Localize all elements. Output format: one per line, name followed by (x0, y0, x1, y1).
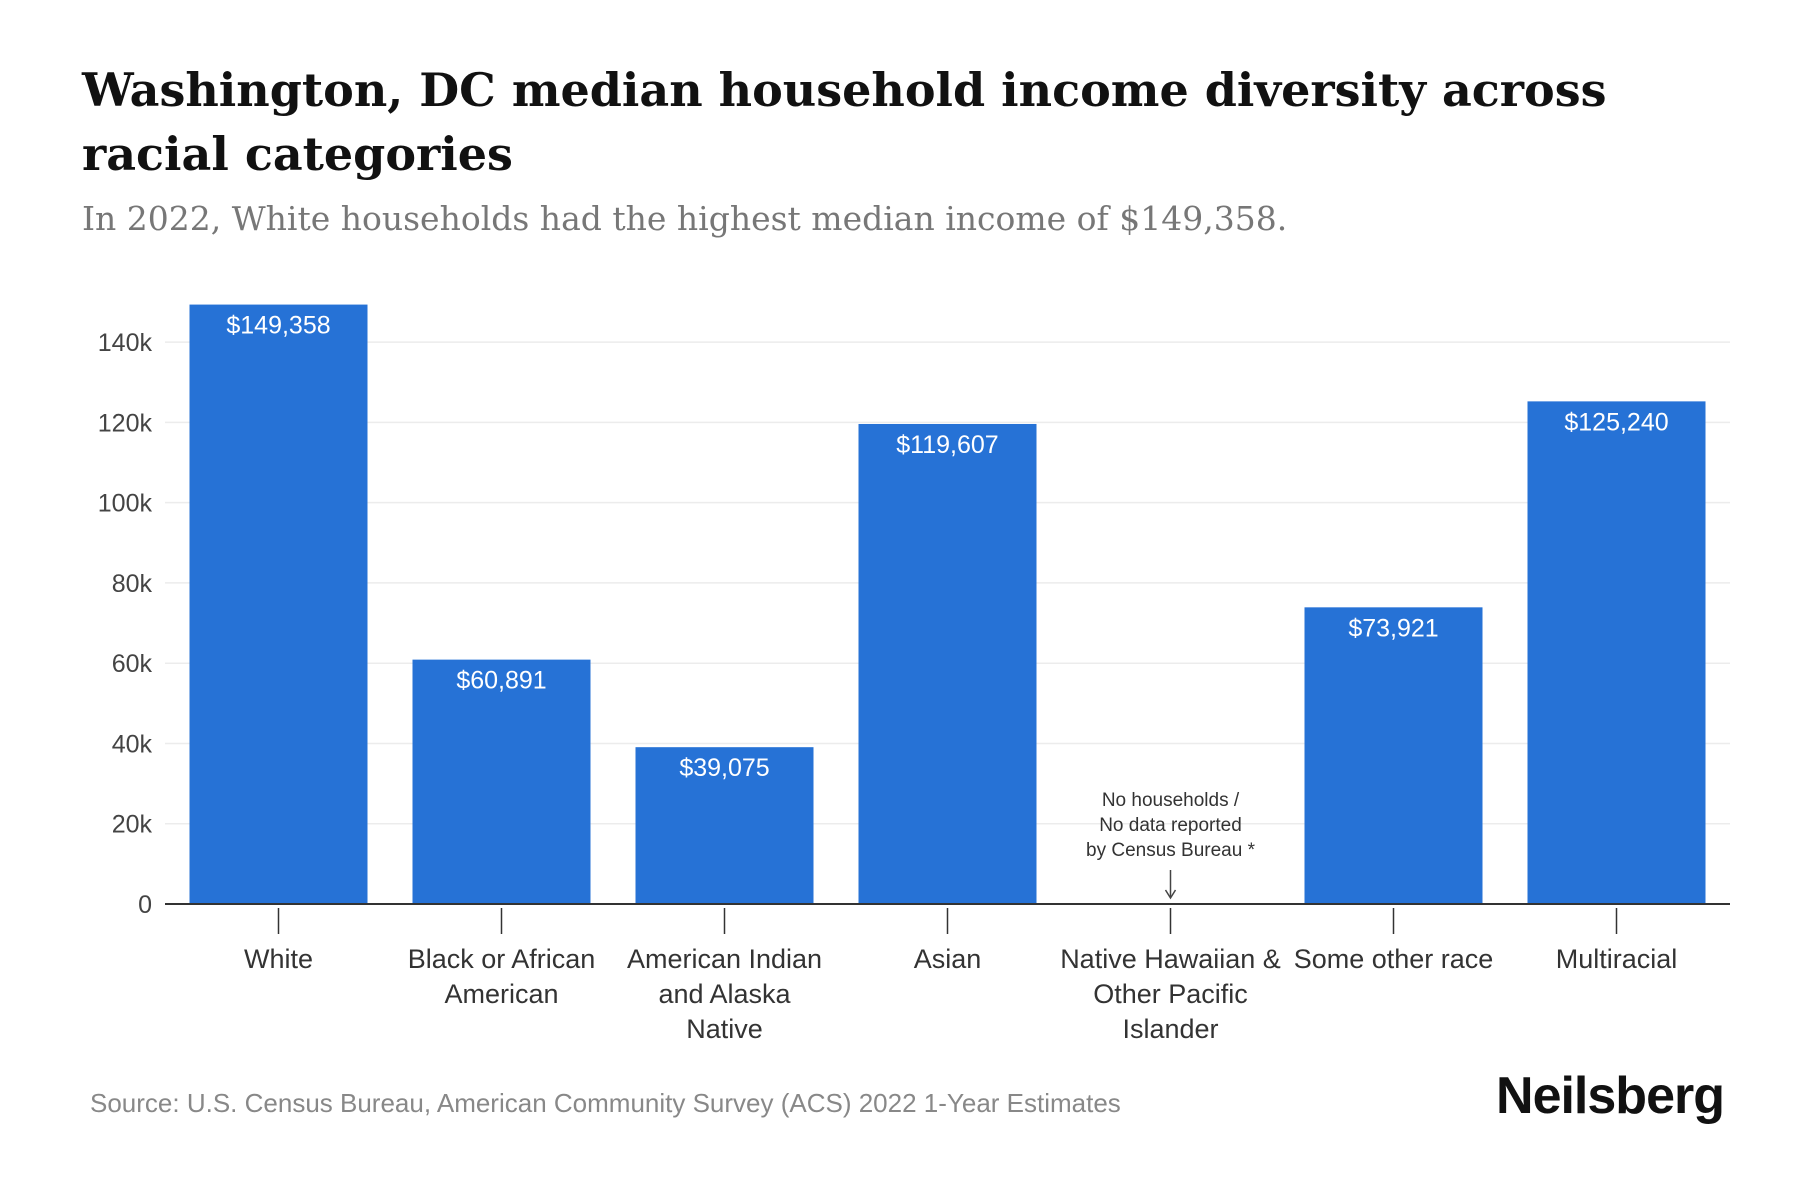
bar (635, 747, 814, 904)
bar-chart: 0 20k 40k 60k 80k 100k 120k 140k $149,358 White $6… (98, 304, 1730, 1044)
chart-title: Washington, DC median household income d… (82, 63, 1607, 181)
x-tick-label-line: Native Hawaiian & (1060, 944, 1281, 974)
data-label: $73,921 (1348, 614, 1438, 642)
x-tick-label: Native Hawaiian & Other Pacific Islander (1060, 944, 1281, 1044)
x-tick-label: Multiracial (1556, 944, 1678, 974)
bar (858, 423, 1037, 904)
data-label: $60,891 (456, 667, 546, 695)
annotation-line: No households / (1102, 790, 1240, 811)
data-label: $149,358 (226, 312, 330, 340)
annotation: No households / No data reported by Census… (1086, 790, 1256, 861)
bar (1527, 401, 1706, 904)
annotation-arrow-head (1164, 889, 1177, 900)
bar (1304, 607, 1483, 904)
y-tick-label: 60k (112, 650, 153, 678)
x-tick-label-line: American (444, 979, 558, 1009)
y-tick-label: 100k (98, 490, 153, 518)
y-tick-label: 40k (112, 730, 153, 758)
annotation-line: by Census Bureau * (1086, 840, 1256, 861)
data-label: $119,607 (896, 431, 998, 459)
bar (412, 659, 591, 904)
bar (189, 304, 368, 905)
annotation-line: No data reported (1099, 815, 1242, 836)
x-tick-label-line: Islander (1122, 1014, 1218, 1044)
x-tick-label-line: Black or African (408, 944, 596, 974)
x-tick-label: American Indian and Alaska Native (627, 944, 822, 1044)
y-tick-label: 80k (112, 570, 153, 598)
y-tick-label: 120k (98, 409, 153, 437)
y-tick-label: 20k (112, 811, 153, 839)
x-tick-label-line: Other Pacific (1093, 979, 1248, 1009)
x-tick-label-line: Native (686, 1014, 763, 1044)
x-tick-label-line: Multiracial (1556, 944, 1678, 974)
x-tick-label-line: White (244, 944, 313, 974)
y-tick-label: 140k (98, 329, 153, 357)
x-tick-label: Black or African American (408, 944, 596, 1009)
data-label: $125,240 (1564, 408, 1668, 436)
x-tick-label: Asian (914, 944, 982, 974)
brand-logo: Neilsberg (1496, 1067, 1725, 1125)
x-tick-label-line: American Indian (627, 944, 822, 974)
x-tick-label-line: and Alaska (658, 979, 791, 1009)
x-tick-label-line: Asian (914, 944, 982, 974)
source-note: Source: U.S. Census Bureau, American Com… (90, 1088, 1121, 1118)
y-tick-label: 0 (138, 891, 152, 919)
x-tick-label: White (244, 944, 313, 974)
x-tick-label-line: Some other race (1294, 944, 1494, 974)
data-label: $39,075 (679, 754, 769, 782)
chart-subtitle: In 2022, White households had the highes… (82, 199, 1288, 238)
x-tick-label: Some other race (1294, 944, 1494, 974)
